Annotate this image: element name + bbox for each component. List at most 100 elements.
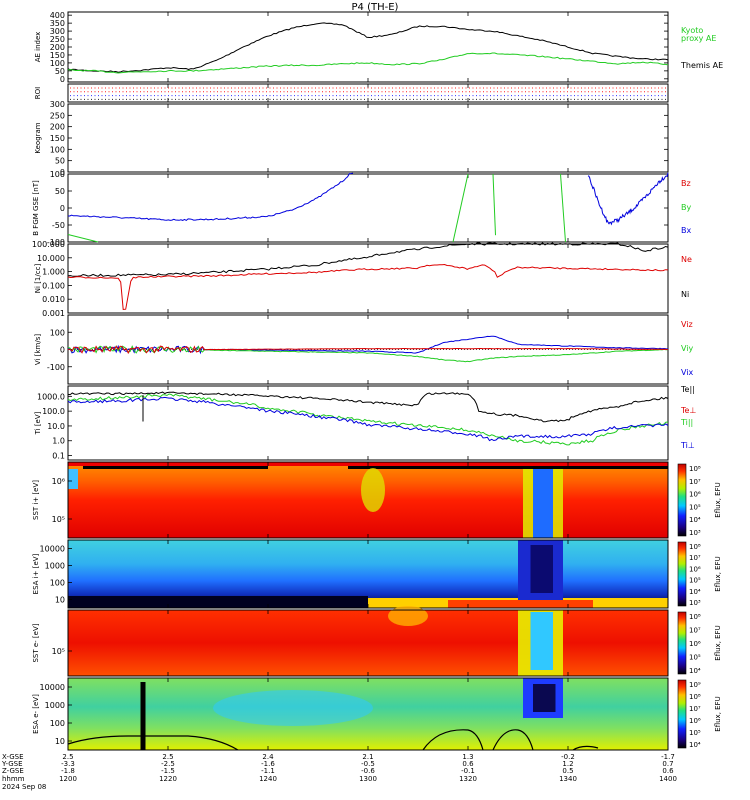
- x-tick-label-z: -1.1: [261, 767, 275, 775]
- x-axis-row-label: 2024 Sep 08: [2, 783, 46, 791]
- colorbar-label: Eflux, EFU: [714, 625, 722, 660]
- y-tick-label: 100: [50, 579, 65, 588]
- series-line-themis-ae: [67, 22, 669, 73]
- colorbar: [677, 541, 687, 607]
- y-axis-label: AE index: [34, 32, 42, 63]
- x-tick-label-z: -0.6: [361, 767, 375, 775]
- y-axis-label: ESA e- [eV]: [32, 694, 40, 734]
- colorbar-tick-label: 10⁸: [689, 613, 701, 621]
- b-trace-blue: [68, 172, 354, 222]
- y-tick-label: -100: [47, 363, 65, 372]
- status-bar-black: [348, 466, 668, 469]
- ni-trace-black: [67, 242, 669, 277]
- y-axis-label: SST e- [eV]: [32, 623, 40, 662]
- colorbar-label: Eflux, EFU: [714, 696, 722, 731]
- colorbar-tick-label: 10⁸: [689, 465, 701, 473]
- y-tick-label: 10.0: [47, 422, 65, 431]
- spec-feature-yellow: [361, 468, 385, 512]
- x-tick-label-y: -2.5: [161, 760, 175, 768]
- spec-band-blue: [533, 469, 553, 538]
- legend-entry: By: [681, 203, 691, 212]
- colorbar-tick-label: 10⁸: [689, 543, 701, 551]
- colorbar-tick-label: 10⁷: [689, 705, 701, 713]
- x-tick-label-t: 1220: [159, 775, 177, 783]
- y-axis-label: Ni [1/cc]: [34, 264, 42, 294]
- spec-low-red: [448, 600, 593, 608]
- spec-gap-black: [140, 682, 146, 750]
- panel-roi: ROI: [34, 83, 669, 103]
- x-tick-label-x: 2.5: [162, 753, 173, 761]
- colorbar: [677, 611, 687, 675]
- colorbar-tick-label: 10³: [689, 529, 701, 537]
- legend-entry: Bx: [681, 226, 691, 235]
- y-tick-label: -100: [47, 238, 65, 247]
- x-tick-label-x: 1.3: [462, 753, 473, 761]
- colorbar-tick-label: 10⁵: [689, 654, 701, 662]
- spec-band-dark: [533, 684, 556, 712]
- panel-esa-ion-spectrogram: ESA i+ [eV]10000 1000 100 10 10⁸ 10⁷ 10⁶ 10⁵ 10⁴…: [32, 539, 722, 609]
- panel-ti-temperature: Ti [eV] 0.1 1.0 10.0 100.0 1000.0 Te|| Te⊥ Ti|| T…: [34, 385, 696, 461]
- y-tick-label: 1000: [45, 701, 65, 710]
- status-bar-black: [83, 466, 268, 469]
- x-tick-label-x: 2.1: [362, 753, 373, 761]
- x-tick-label-y: 1.2: [562, 760, 573, 768]
- y-tick-label: 1000.0: [37, 392, 65, 401]
- colorbar-tick-label: 10⁴: [689, 667, 701, 675]
- y-axis-label: ESA i+ [eV]: [32, 553, 40, 594]
- y-tick-label: -50: [52, 221, 65, 230]
- y-tick-label: 100.0: [42, 407, 65, 416]
- y-axis-label: Ti [eV]: [34, 411, 42, 435]
- y-tick-label: 300: [50, 27, 65, 36]
- x-tick-label-x: 2.4: [262, 753, 274, 761]
- spec-feature-cyan: [213, 690, 373, 726]
- legend-themis-ae: Themis AE: [680, 61, 723, 70]
- x-tick-label-t: 1320: [459, 775, 477, 783]
- y-tick-label: 0: [60, 168, 65, 177]
- x-axis-row-label: hhmm: [2, 775, 25, 783]
- y-tick-label: 10000: [40, 545, 65, 554]
- b-trace-green-start: [67, 234, 99, 243]
- y-axis-label: ROI: [34, 87, 42, 99]
- colorbar-tick-label: 10⁹: [689, 681, 701, 689]
- panel-frame: [67, 385, 669, 461]
- x-tick-label-t: 1340: [559, 775, 577, 783]
- y-tick-label: 100: [50, 59, 65, 68]
- x-tick-label-y: 0.6: [462, 760, 474, 768]
- y-tick-label: 0: [60, 75, 65, 84]
- colorbar-tick-label: 10⁴: [689, 741, 701, 749]
- series-line-kyoto-proxy-ae: [67, 52, 669, 74]
- spacecraft-potential-3: [492, 729, 534, 751]
- legend-entry: Ni: [681, 290, 689, 299]
- y-tick-label: 100: [50, 719, 65, 728]
- panel-ni-density: Ni [1/cc] 0.001 0.010 0.100 1.000 10.000 100.0…: [32, 240, 692, 318]
- colorbar-tick-label: 10⁶: [689, 640, 701, 648]
- y-tick-label: 100: [50, 328, 65, 337]
- panel-frame: [67, 243, 669, 314]
- y-tick-label: 0.1: [52, 452, 65, 461]
- y-tick-label: 150: [50, 134, 65, 143]
- x-tick-label-t: 1200: [59, 775, 77, 783]
- x-axis-row-label: Y-GSE: [1, 760, 23, 768]
- colorbar-tick-label: 10⁶: [689, 491, 701, 499]
- y-tick-label: 200: [50, 123, 65, 132]
- legend-proxy-ae: proxy AE: [681, 34, 716, 43]
- panel-frame: [67, 103, 669, 173]
- x-tick-label-y: -3.3: [61, 760, 75, 768]
- legend-entry: Viz: [681, 320, 693, 329]
- ti-trace-0: [67, 391, 669, 423]
- panel-keogram: Keogram 0 50 100 150 200 250 300: [34, 100, 669, 177]
- y-tick-label: 1.0: [52, 437, 65, 446]
- colorbar-tick-label: 10⁵: [689, 729, 701, 737]
- legend-entry: Ti⊥: [680, 441, 695, 450]
- spectrogram-fill: [68, 610, 668, 676]
- spacecraft-potential-2: [422, 729, 484, 751]
- y-tick-label: 350: [50, 19, 65, 28]
- y-tick-label: 10⁶: [52, 477, 65, 486]
- legend-entry: Ti||: [680, 418, 693, 427]
- x-axis-row-label: Z-GSE: [2, 767, 24, 775]
- y-tick-label: 50: [55, 157, 65, 166]
- y-tick-label: 10⁵: [52, 647, 65, 656]
- y-tick-label: 100.000: [32, 240, 65, 249]
